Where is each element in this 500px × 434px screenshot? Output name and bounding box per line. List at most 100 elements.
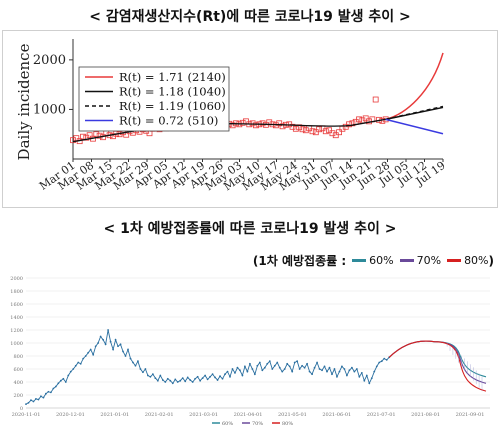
bottom-legend-label-1: 70% <box>252 421 263 427</box>
observed-point <box>27 401 30 404</box>
observed-point <box>57 382 60 385</box>
observed-point <box>42 396 45 399</box>
observed-point <box>316 361 318 364</box>
chart1-title: < 감염재생산지수(Rt)에 따른 코로나19 발생 추이 > <box>89 9 411 25</box>
observed-point <box>149 375 152 378</box>
observed-point <box>326 127 333 134</box>
legend2-item-60: 60% <box>369 254 394 267</box>
observed-point <box>241 374 244 377</box>
observed-point <box>30 399 32 402</box>
observed-point <box>333 368 336 370</box>
observed-point <box>86 132 93 139</box>
observed-point <box>326 370 328 373</box>
observed-point <box>348 369 351 372</box>
observed-point <box>363 379 366 382</box>
observed-point <box>385 359 388 361</box>
observed-point <box>35 398 37 400</box>
observed-point <box>276 120 283 127</box>
observed-point <box>214 376 216 379</box>
observed-point <box>380 360 383 363</box>
observed-point <box>313 366 316 369</box>
observed-point <box>201 377 204 379</box>
observed-point <box>312 129 319 136</box>
observed-point <box>129 357 132 360</box>
observed-point <box>362 115 369 122</box>
observed-point <box>306 362 309 365</box>
observed-point <box>47 390 50 393</box>
observed-point <box>139 368 142 370</box>
observed-point <box>323 365 326 368</box>
observed-point <box>301 364 304 367</box>
bottom-legend-label-2: 80% <box>282 421 293 427</box>
observed-point <box>253 373 256 376</box>
observed-point <box>234 372 236 374</box>
observed-point <box>186 376 189 379</box>
observed-point <box>336 129 342 136</box>
x-tick-label: 2020-12-01 <box>56 412 85 418</box>
observed-point <box>229 122 236 129</box>
observed-point <box>97 342 100 344</box>
observed-point <box>373 370 376 373</box>
observed-point <box>375 365 378 368</box>
observed-point <box>62 377 65 380</box>
observed-point <box>79 362 82 365</box>
observed-point <box>179 379 182 382</box>
observed-point <box>154 377 157 379</box>
observed-point <box>109 340 112 343</box>
observed-point <box>322 128 329 135</box>
observed-point <box>117 345 119 348</box>
observed-point <box>156 379 159 382</box>
observed-point <box>248 362 251 365</box>
observed-point <box>102 338 105 341</box>
observed-point <box>281 370 284 373</box>
observed-point <box>206 378 209 381</box>
y-tick-label: 1600 <box>10 302 23 308</box>
observed-point <box>54 385 57 388</box>
observed-point <box>204 374 207 377</box>
observed-point <box>358 375 361 378</box>
observed-point <box>224 373 226 376</box>
observed-point <box>256 364 259 367</box>
observed-point <box>236 366 239 369</box>
legend-label-3: R(t) = 0.72 (510) <box>119 114 218 128</box>
observed-point <box>107 329 109 331</box>
observed-point <box>104 343 107 346</box>
observed-point <box>189 379 192 381</box>
observed-point <box>288 365 291 368</box>
legend2-close: ) <box>488 253 494 268</box>
x-tick-label: 2021-01-01 <box>100 412 129 418</box>
observed-point <box>356 116 362 123</box>
y-tick-label: 2000 <box>33 53 66 68</box>
observed-point <box>174 378 177 381</box>
observed-point <box>142 371 144 374</box>
legend2-item-80: 80% <box>464 254 489 267</box>
observed-point <box>383 357 386 360</box>
observed-point <box>276 361 279 364</box>
observed-point <box>181 377 184 379</box>
observed-point <box>292 125 299 132</box>
x-tick-label: 2021-07-01 <box>367 412 396 418</box>
observed-point <box>132 361 134 364</box>
x-tick-label: 2021-03-01 <box>189 412 218 418</box>
chart2-top-legend: (1차 예방접종률 : 60% 70% 80% ) <box>253 252 494 269</box>
y-tick-label: 2000 <box>10 276 23 282</box>
y-tick-label: 1800 <box>10 289 23 295</box>
observed-point <box>302 127 309 134</box>
observed-point <box>40 395 42 398</box>
observed-point <box>239 119 246 126</box>
observed-point <box>93 131 100 138</box>
observed-point <box>261 369 264 372</box>
observed-point <box>332 132 339 139</box>
observed-point <box>368 382 371 385</box>
observed-point <box>124 355 127 357</box>
x-tick-label: 2021-02-01 <box>145 412 174 418</box>
observed-point <box>32 400 35 403</box>
chart2-svg: 0 200 400 600 800 1000 1200 1400 1600 1800 2000 202… <box>10 276 490 427</box>
observed-point <box>251 368 254 370</box>
observed-point <box>353 370 356 373</box>
observed-point <box>293 361 296 364</box>
y-tick-label: 200 <box>13 393 23 399</box>
observed-point <box>316 126 323 133</box>
y-tick-label: 1200 <box>10 328 23 334</box>
observed-point <box>216 379 219 381</box>
